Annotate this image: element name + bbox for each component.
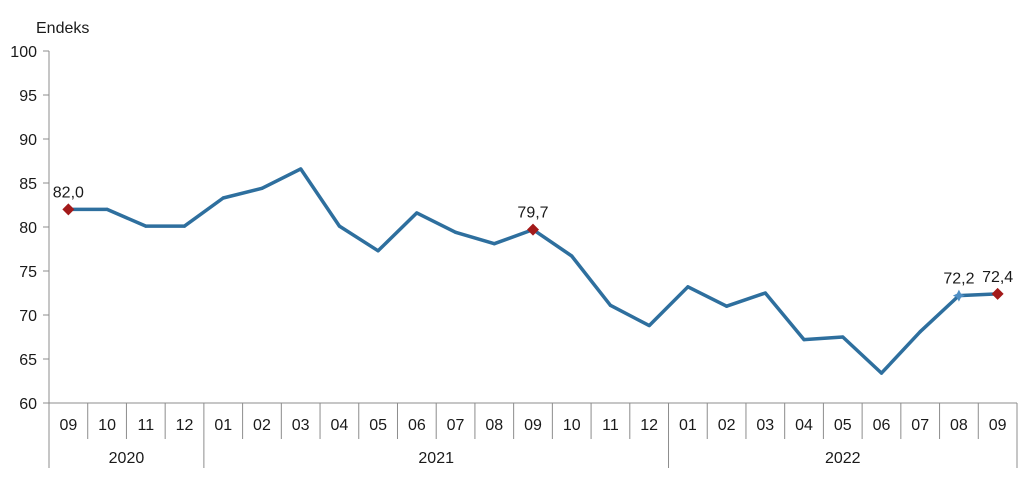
x-tick-label: 11 bbox=[137, 417, 154, 434]
data-point bbox=[376, 249, 380, 253]
y-axis: 60 65 70 75 80 85 90 95 100 bbox=[10, 44, 50, 413]
x-tick-label: 04 bbox=[795, 417, 813, 434]
data-point bbox=[918, 330, 922, 334]
x-tick-label: 08 bbox=[485, 417, 503, 434]
x-tick-label: 01 bbox=[679, 417, 697, 434]
data-point bbox=[453, 230, 458, 234]
y-tick-label: 100 bbox=[10, 44, 37, 61]
series-layer bbox=[66, 167, 1000, 375]
x-tick-label: 10 bbox=[563, 417, 581, 434]
data-label: 72,2 bbox=[943, 271, 974, 288]
x-axis: 09 10 11 12 01 02 03 04 05 06 07 08 09 10 11 12 01 02 03 04… bbox=[48, 402, 1018, 468]
x-tick-label: 07 bbox=[447, 417, 465, 434]
x-tick-label: 03 bbox=[292, 417, 310, 434]
x-tick-label: 02 bbox=[718, 417, 736, 434]
x-tick-label: 12 bbox=[176, 417, 194, 434]
x-tick-label: 07 bbox=[911, 417, 929, 434]
data-point bbox=[105, 207, 109, 211]
y-tick-label: 80 bbox=[19, 220, 37, 237]
data-point bbox=[144, 224, 148, 228]
data-point bbox=[492, 242, 496, 246]
data-point bbox=[686, 285, 690, 289]
x-tick-label: 06 bbox=[408, 417, 426, 434]
y-tick-label: 65 bbox=[19, 352, 37, 369]
data-point bbox=[221, 196, 225, 200]
y-tick-label: 70 bbox=[19, 308, 37, 325]
data-label: 79,7 bbox=[517, 205, 548, 222]
y-tick-label: 90 bbox=[19, 132, 37, 149]
x-tick-label: 11 bbox=[602, 417, 619, 434]
x-tick-label: 12 bbox=[640, 417, 658, 434]
data-point bbox=[879, 371, 884, 375]
data-point bbox=[415, 211, 419, 215]
y-tick-label: 85 bbox=[19, 176, 37, 193]
highlight-marker bbox=[952, 289, 965, 302]
annotation-layer: 82,0 79,7 72,2 72,4 bbox=[53, 184, 1013, 302]
data-point bbox=[763, 291, 767, 295]
highlight-marker bbox=[62, 203, 75, 216]
data-point bbox=[841, 335, 845, 339]
x-tick-label: 05 bbox=[834, 417, 852, 434]
highlight-marker bbox=[991, 287, 1004, 300]
data-point bbox=[647, 323, 651, 328]
x-tick-label: 06 bbox=[873, 417, 891, 434]
y-tick-label: 60 bbox=[19, 396, 37, 413]
x-tick-label: 01 bbox=[214, 417, 232, 434]
data-point bbox=[260, 186, 264, 190]
data-label: 82,0 bbox=[53, 184, 84, 201]
data-point bbox=[299, 167, 303, 171]
data-point bbox=[725, 304, 729, 308]
y-tick-label: 75 bbox=[19, 264, 37, 281]
data-point bbox=[802, 338, 806, 342]
x-tick-label: 02 bbox=[253, 417, 271, 434]
year-group-label: 2022 bbox=[825, 450, 861, 467]
data-point bbox=[182, 224, 187, 228]
x-tick-label: 09 bbox=[59, 417, 77, 434]
data-point bbox=[570, 254, 574, 258]
data-label: 72,4 bbox=[982, 269, 1013, 286]
y-tick-label: 95 bbox=[19, 88, 37, 105]
data-point bbox=[608, 303, 613, 307]
year-group-label: 2020 bbox=[109, 450, 145, 467]
x-tick-label: 05 bbox=[369, 417, 387, 434]
highlight-marker bbox=[527, 223, 539, 236]
x-tick-label: 09 bbox=[989, 417, 1007, 434]
x-tick-label: 09 bbox=[524, 417, 542, 434]
x-tick-label: 04 bbox=[331, 417, 349, 434]
data-point bbox=[337, 224, 341, 228]
year-group-label: 2021 bbox=[418, 450, 454, 467]
x-tick-label: 03 bbox=[756, 417, 774, 434]
series-line bbox=[66, 167, 1000, 375]
x-tick-label: 08 bbox=[950, 417, 968, 434]
x-tick-label: 10 bbox=[98, 417, 116, 434]
y-axis-label: Endeks bbox=[36, 20, 89, 37]
